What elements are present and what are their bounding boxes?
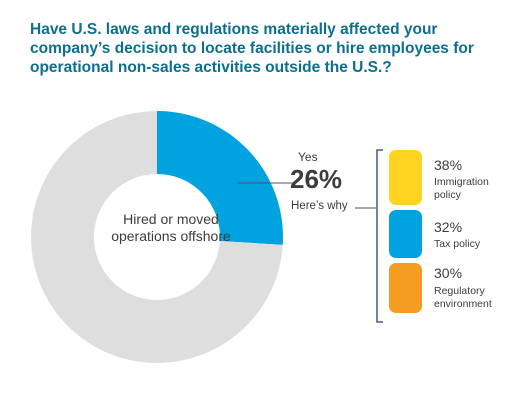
- donut-center-label: Hired or moved operations offshore: [111, 211, 231, 244]
- reason-value-regulatory-environment: 30%: [434, 265, 463, 281]
- reason-label-line: Regulatory: [434, 285, 485, 297]
- reason-value-immigration-policy: 38%: [434, 157, 463, 173]
- reason-label-line: environment: [434, 297, 492, 310]
- reason-label-line: Tax policy: [434, 238, 481, 250]
- reason-label-line: Immigration: [434, 176, 489, 188]
- yes-slice-label: Yes: [298, 150, 318, 164]
- reason-label-immigration-policy: Immigration policy: [434, 176, 489, 201]
- reason-label-regulatory-environment: Regulatory environment: [434, 285, 492, 310]
- yes-slice-value: 26%: [290, 164, 343, 194]
- reason-label-tax-policy: Tax policy: [434, 238, 480, 251]
- reason-label-line: policy: [434, 188, 461, 201]
- breakdown-bracket: [376, 149, 383, 323]
- reason-bar-immigration-policy: [389, 150, 422, 205]
- breakdown-title: Here’s why: [291, 200, 348, 212]
- reason-bar-regulatory-environment: [389, 263, 422, 313]
- donut-slice-yes: [157, 111, 284, 245]
- donut-slice-remainder: [31, 111, 283, 363]
- reason-bar-tax-policy: [389, 210, 422, 258]
- reason-value-tax-policy: 32%: [434, 219, 463, 235]
- chart-title: Have U.S. laws and regulations materiall…: [30, 21, 474, 76]
